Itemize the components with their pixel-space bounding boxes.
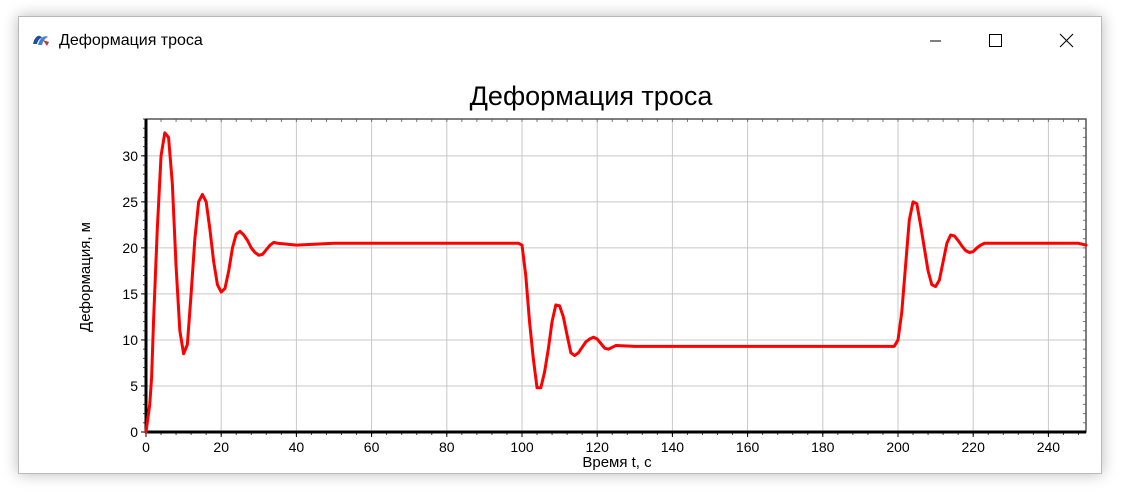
x-tick-label: 100 [510,439,534,455]
series-layer [144,131,1088,434]
x-tick-label: 160 [736,439,760,455]
close-button[interactable] [1042,17,1088,63]
y-tick-label: 0 [130,424,138,440]
series-line [144,131,1088,434]
y-tick-label: 30 [122,148,138,164]
y-tick-label: 10 [122,332,138,348]
app-window: Деформация троса Деформация троса Деформ… [18,16,1102,474]
app-logo-icon [33,35,49,46]
x-tick-label: 240 [1037,439,1061,455]
axes [141,119,1086,437]
minimize-button[interactable] [912,17,958,63]
x-tick-label: 220 [962,439,986,455]
close-icon [1059,33,1074,48]
grid-lines [146,119,1086,432]
chart-container: Деформация троса Деформация, м Время t, … [19,64,1101,474]
title-bar[interactable]: Деформация троса [19,17,1101,64]
x-tick-label: 120 [586,439,610,455]
y-tick-label: 25 [122,194,138,210]
x-tick-label: 20 [213,439,229,455]
y-tick-labels: 0 5 10 15 20 25 30 [122,148,138,440]
window-title: Деформация троса [59,32,203,49]
x-tick-label: 200 [886,439,910,455]
x-axis-title: Время t, с [582,454,652,471]
x-tick-label: 0 [142,439,150,455]
x-tick-label: 140 [661,439,685,455]
chart-title: Деформация троса [470,81,714,111]
minor-ticks [143,118,1086,435]
y-axis-title: Деформация, м [77,222,94,332]
minimize-icon [930,40,941,42]
y-tick-label: 20 [122,240,138,256]
plot-frame [145,118,1087,433]
x-tick-label: 60 [364,439,380,455]
line-chart: Деформация троса Деформация, м Время t, … [77,81,1088,471]
x-tick-label: 80 [439,439,455,455]
maximize-button[interactable] [972,17,1018,63]
y-tick-label: 5 [130,378,138,394]
x-tick-label: 40 [289,439,305,455]
maximize-icon [989,34,1002,47]
x-tick-labels: 0 20 40 60 80 100 120 140 160 180 200 220 240 [142,439,1060,455]
y-tick-label: 15 [122,286,138,302]
x-tick-label: 180 [811,439,835,455]
